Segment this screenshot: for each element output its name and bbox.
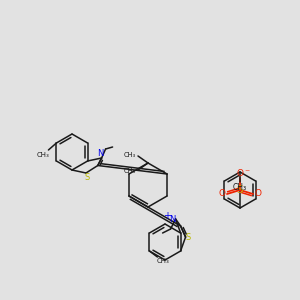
Text: S: S	[237, 185, 243, 195]
Text: CH₃: CH₃	[124, 168, 136, 174]
Text: O: O	[236, 169, 244, 178]
Text: N: N	[169, 214, 176, 224]
Text: N: N	[98, 149, 104, 158]
Text: CH₃: CH₃	[124, 152, 136, 158]
Text: O: O	[218, 190, 226, 199]
Text: ⁻: ⁻	[244, 168, 250, 178]
Text: S: S	[84, 172, 90, 182]
Text: +: +	[163, 211, 171, 221]
Text: CH₃: CH₃	[157, 258, 170, 264]
Text: CH₃: CH₃	[233, 184, 247, 193]
Text: S: S	[186, 232, 191, 242]
Text: CH₃: CH₃	[37, 152, 50, 158]
Text: O: O	[254, 190, 262, 199]
